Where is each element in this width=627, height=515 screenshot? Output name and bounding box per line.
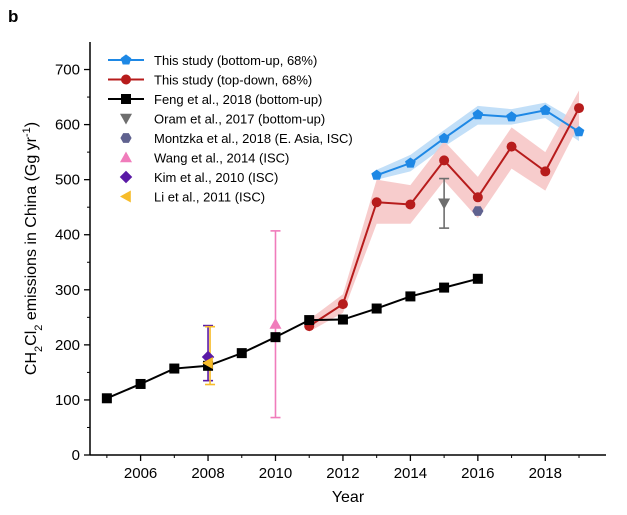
point-feng-et-al-2018-bottom-up bbox=[236, 348, 247, 359]
point-feng-et-al-2018-bottom-up bbox=[405, 291, 416, 302]
x-tick-label: 2008 bbox=[191, 465, 224, 482]
y-tick-label: 700 bbox=[55, 62, 80, 79]
legend: This study (bottom-up, 68%) This study (t… bbox=[108, 53, 353, 205]
point-feng-et-al-2018-bottom-up bbox=[169, 363, 180, 374]
point-feng-et-al-2018-bottom-up bbox=[304, 315, 315, 326]
legend-marker bbox=[119, 170, 133, 184]
point-wang-et-al-2014-isc bbox=[269, 317, 282, 329]
y-tick-label: 200 bbox=[55, 337, 80, 354]
legend-label: Oram et al., 2017 (bottom-up) bbox=[154, 112, 325, 127]
point-this-study-bottom-up-68 bbox=[539, 104, 551, 115]
point-feng-et-al-2018-bottom-up bbox=[439, 282, 450, 293]
x-tick-label: 2018 bbox=[529, 465, 562, 482]
legend-label: This study (bottom-up, 68%) bbox=[154, 53, 317, 68]
axes: 2006 2008 2010 2012 2014 2016 2018 0 100 200 300 40… bbox=[55, 42, 606, 482]
x-tick-label: 2014 bbox=[394, 465, 427, 482]
point-li-et-al-2011-isc bbox=[202, 357, 213, 370]
x-tick-label: 2012 bbox=[326, 465, 359, 482]
legend-entry-feng-et-al-2018-bottom-up: Feng et al., 2018 (bottom-up) bbox=[108, 92, 322, 107]
legend-label: Wang et al., 2014 (ISC) bbox=[154, 151, 289, 166]
point-this-study-top-down-68 bbox=[540, 166, 551, 177]
point-this-study-bottom-up-68 bbox=[371, 169, 382, 180]
legend-entry-li-et-al-2011-isc: Li et al., 2011 (ISC) bbox=[120, 190, 265, 205]
point-this-study-top-down-68 bbox=[405, 199, 416, 210]
legend-label: This study (top-down, 68%) bbox=[154, 73, 312, 88]
point-this-study-top-down-68 bbox=[439, 155, 450, 166]
x-axis-title: Year bbox=[332, 489, 365, 506]
point-this-study-top-down-68 bbox=[337, 299, 348, 310]
point-this-study-top-down-68 bbox=[506, 141, 517, 152]
point-feng-et-al-2018-bottom-up bbox=[337, 314, 348, 325]
legend-marker bbox=[120, 54, 132, 65]
point-feng-et-al-2018-bottom-up bbox=[270, 332, 281, 343]
y-tick-label: 100 bbox=[55, 392, 80, 409]
legend-marker bbox=[120, 133, 132, 143]
legend-entry-oram-et-al-2017-bottom-up: Oram et al., 2017 (bottom-up) bbox=[120, 112, 325, 127]
point-this-study-bottom-up-68 bbox=[438, 132, 450, 143]
y-tick-label: 0 bbox=[72, 447, 80, 464]
y-tick-label: 600 bbox=[55, 117, 80, 134]
legend-label: Kim et al., 2010 (ISC) bbox=[154, 170, 278, 185]
point-this-study-bottom-up-68 bbox=[472, 109, 484, 120]
legend-marker bbox=[120, 113, 132, 125]
legend-marker bbox=[121, 74, 131, 85]
legend-entry-wang-et-al-2014-isc: Wang et al., 2014 (ISC) bbox=[120, 151, 289, 166]
point-this-study-top-down-68 bbox=[472, 192, 483, 203]
panel-label: b bbox=[8, 7, 18, 26]
y-tick-label: 300 bbox=[55, 282, 80, 299]
point-this-study-bottom-up-68 bbox=[405, 157, 416, 168]
point-feng-et-al-2018-bottom-up bbox=[371, 303, 382, 314]
point-feng-et-al-2018-bottom-up bbox=[472, 273, 483, 284]
series-markers bbox=[101, 103, 585, 404]
legend-entry-this-study-bottom-up-68: This study (bottom-up, 68%) bbox=[108, 53, 317, 68]
point-this-study-top-down-68 bbox=[574, 103, 585, 114]
y-axis-title: CH2Cl2 emissions in China (Gg yr-1) bbox=[21, 122, 45, 375]
x-tick-label: 2010 bbox=[259, 465, 292, 482]
y-tick-label: 400 bbox=[55, 227, 80, 244]
y-tick-label: 500 bbox=[55, 172, 80, 189]
legend-entry-montzka-et-al-2018-e-asia-isc: Montzka et al., 2018 (E. Asia, ISC) bbox=[120, 131, 353, 146]
point-montzka-et-al-2018-e-asia-isc bbox=[472, 206, 484, 216]
point-feng-et-al-2018-bottom-up bbox=[135, 378, 146, 389]
point-feng-et-al-2018-bottom-up bbox=[101, 393, 112, 404]
point-this-study-bottom-up-68 bbox=[573, 126, 585, 137]
x-tick-label: 2006 bbox=[124, 465, 157, 482]
legend-label: Montzka et al., 2018 (E. Asia, ISC) bbox=[154, 131, 353, 146]
legend-marker bbox=[120, 190, 131, 203]
point-this-study-bottom-up-68 bbox=[506, 111, 517, 122]
legend-marker bbox=[121, 94, 131, 104]
point-this-study-top-down-68 bbox=[371, 197, 382, 208]
x-tick-label: 2016 bbox=[461, 465, 494, 482]
legend-label: Li et al., 2011 (ISC) bbox=[154, 190, 265, 205]
legend-entry-kim-et-al-2010-isc: Kim et al., 2010 (ISC) bbox=[119, 170, 278, 185]
legend-marker bbox=[120, 151, 132, 163]
legend-entry-this-study-top-down-68: This study (top-down, 68%) bbox=[108, 73, 312, 88]
legend-label: Feng et al., 2018 (bottom-up) bbox=[154, 92, 322, 107]
point-oram-et-al-2017-bottom-up bbox=[438, 198, 451, 210]
line-feng-et-al-2018-bottom-up bbox=[106, 277, 479, 400]
